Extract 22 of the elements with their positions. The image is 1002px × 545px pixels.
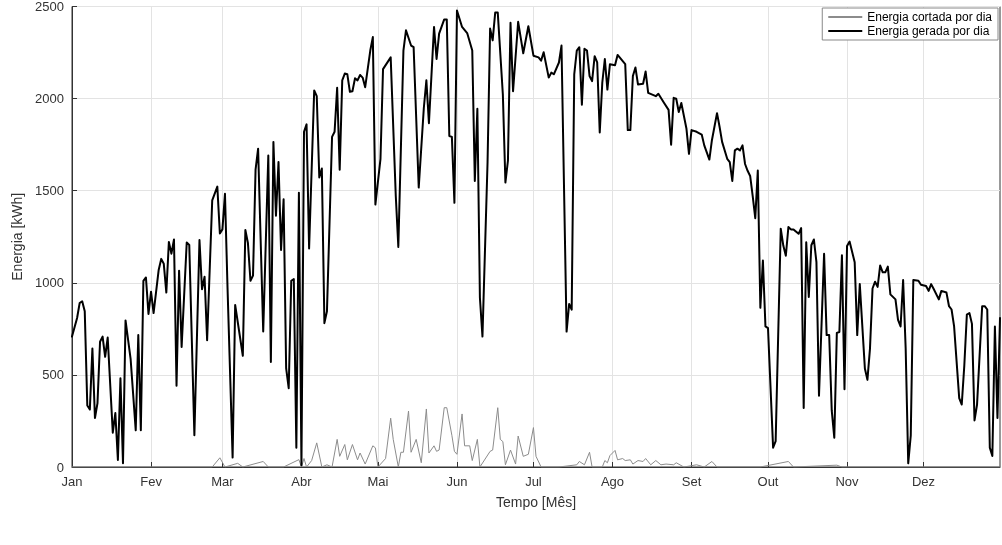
x-tick-label: Mar	[211, 474, 235, 489]
y-tick-label: 2000	[35, 91, 64, 107]
x-tick-label: Set	[681, 474, 702, 489]
x-tick-label: Abr	[291, 474, 313, 489]
x-axis-title: Tempo [Mês]	[495, 494, 577, 510]
x-tick-label: Nov	[835, 474, 860, 489]
legend-label: Energia cortada por dia	[867, 10, 993, 24]
x-tick-label: Out	[757, 474, 779, 489]
x-tick-label: Dez	[911, 474, 936, 489]
y-tick-label: 0	[56, 459, 64, 475]
x-tick-label: Jun	[446, 474, 468, 489]
y-tick-label: 1000	[35, 275, 64, 291]
x-tick-label: Mai	[367, 474, 389, 489]
legend-label: Energia gerada por dia	[867, 24, 990, 38]
y-tick-label: 500	[42, 367, 64, 383]
x-tick-label: Fev	[140, 474, 163, 489]
x-tick-label: Jul	[525, 474, 542, 489]
x-tick-label: Jan	[61, 474, 83, 489]
y-tick-label: 1500	[35, 183, 64, 199]
x-tick-label: Ago	[600, 474, 625, 489]
y-tick-label: 2500	[35, 0, 64, 14]
y-axis-title: Energia [kWh]	[9, 192, 25, 281]
